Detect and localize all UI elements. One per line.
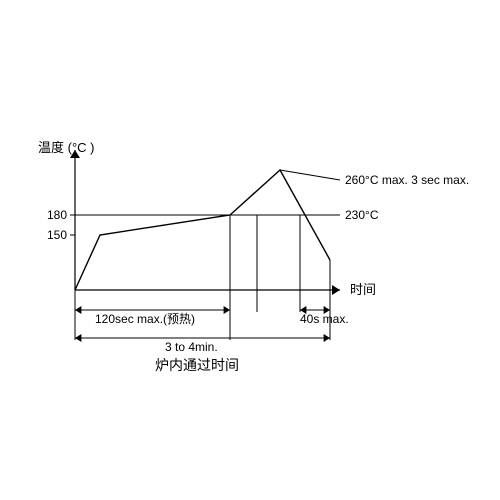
y-tick-label: 180 [47,208,67,222]
dimension-label: 120sec max.(预热) [95,312,195,326]
callout-leader [280,170,340,180]
x-axis-title: 时间 [350,282,376,297]
y-axis-title: 温度 (°C ) [38,140,94,155]
callout-label: 230°C [345,208,379,222]
callout-label: 260°C max. 3 sec max. [345,173,469,187]
bottom-caption: 炉内通过时间 [155,357,239,373]
y-tick-label: 150 [47,228,67,242]
dimension-label: 40s max. [300,312,349,326]
temperature-profile [75,170,330,290]
dimension-label: 3 to 4min. [165,340,218,354]
